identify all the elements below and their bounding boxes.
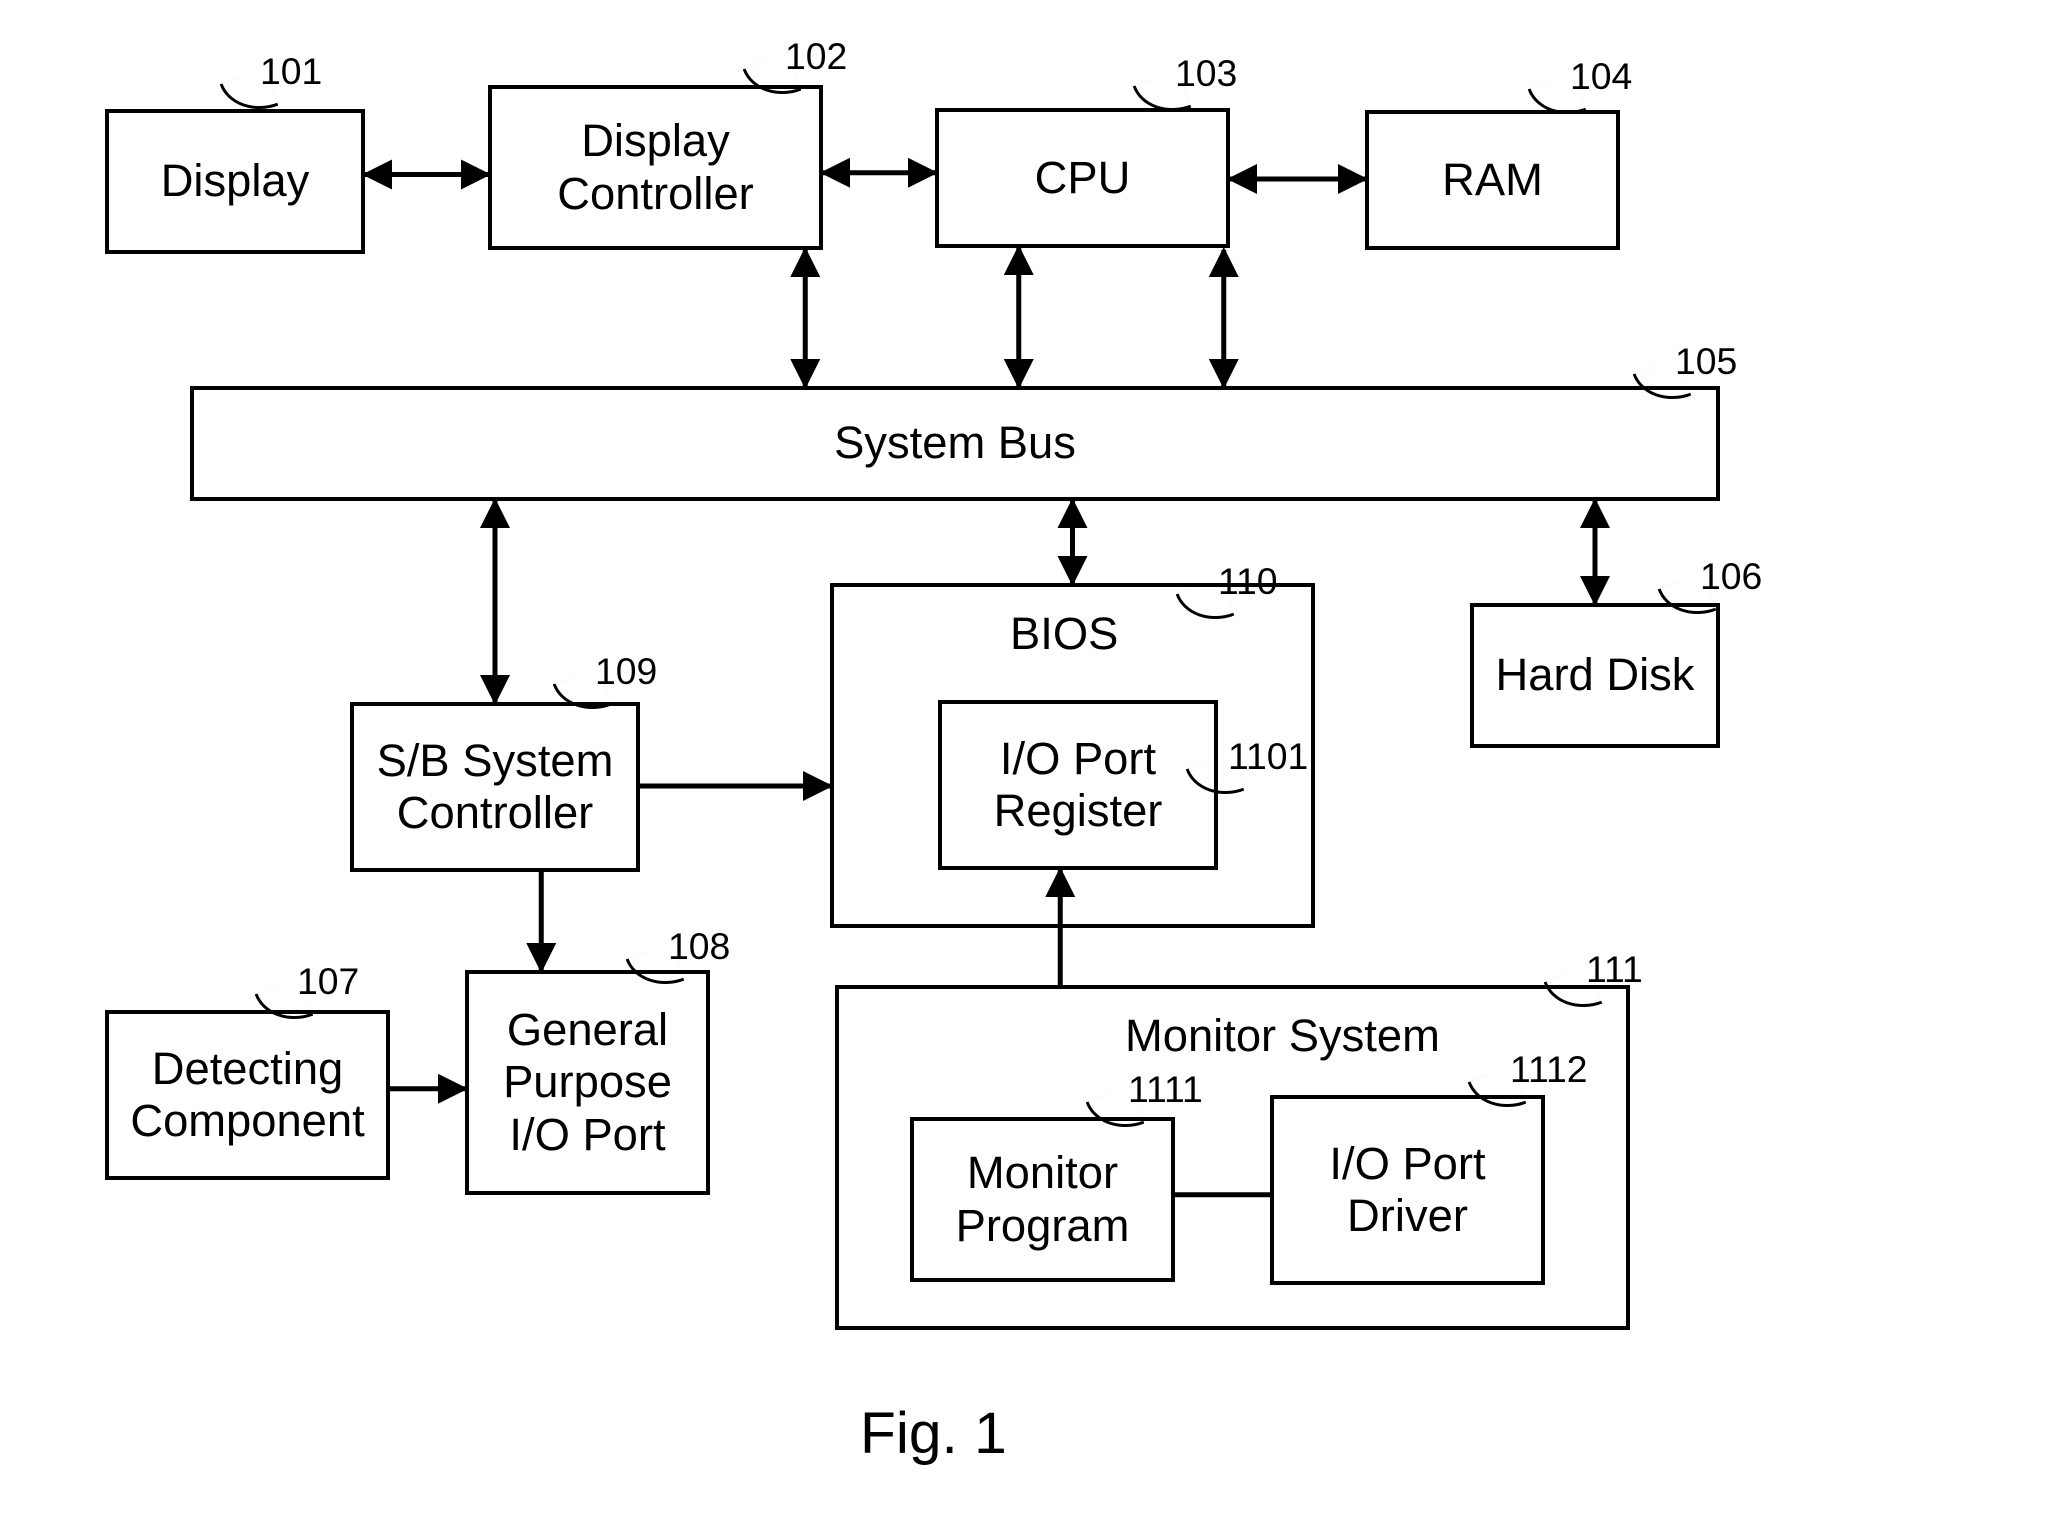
box-label-system_bus: System Bus: [834, 417, 1076, 469]
figure-caption: Fig. 1: [860, 1400, 1007, 1467]
diagram-canvas: Fig. 1 Display DisplayController CPU RAM Sys…: [0, 0, 2045, 1516]
box-label-ram: RAM: [1442, 154, 1543, 206]
container-title-bios: BIOS: [1010, 608, 1118, 660]
box-display: Display: [105, 109, 365, 254]
box-hard_disk: Hard Disk: [1470, 603, 1720, 748]
container-title-monitor: Monitor System: [1125, 1010, 1440, 1062]
box-label-gpio: GeneralPurposeI/O Port: [503, 1004, 672, 1160]
box-label-sb_ctrl: S/B SystemController: [377, 735, 614, 839]
ref-label-r1111: 1111: [1128, 1068, 1203, 1111]
box-system_bus: System Bus: [190, 386, 1720, 501]
box-label-display_ctrl: DisplayController: [557, 115, 754, 219]
box-cpu: CPU: [935, 108, 1230, 248]
box-ram: RAM: [1365, 110, 1620, 250]
box-label-cpu: CPU: [1035, 152, 1131, 204]
box-label-detecting: DetectingComponent: [130, 1043, 364, 1147]
ref-label-r1112: 1112: [1510, 1048, 1588, 1091]
box-label-display: Display: [161, 155, 310, 207]
ref-label-r1101: 1101: [1228, 735, 1308, 778]
box-sb_ctrl: S/B SystemController: [350, 702, 640, 872]
box-gpio: GeneralPurposeI/O Port: [465, 970, 710, 1195]
box-detecting: DetectingComponent: [105, 1010, 390, 1180]
box-label-hard_disk: Hard Disk: [1496, 649, 1695, 701]
box-display_ctrl: DisplayController: [488, 85, 823, 250]
